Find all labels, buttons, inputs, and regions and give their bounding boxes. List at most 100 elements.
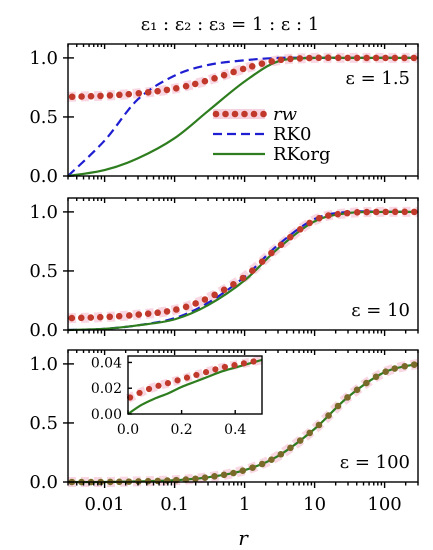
rw-dot bbox=[382, 208, 390, 216]
chart-panel-2: 0.0 0.5 1.0 ε = 10 bbox=[29, 197, 419, 341]
panel-label: ε = 10 bbox=[351, 300, 410, 321]
rw-dot bbox=[163, 308, 171, 315]
rw-dot bbox=[78, 93, 85, 100]
rw-dot bbox=[135, 89, 143, 97]
rw-dot bbox=[372, 54, 380, 62]
rw-dot bbox=[325, 212, 332, 219]
rw-dot bbox=[116, 91, 123, 99]
rw-dot bbox=[324, 54, 332, 62]
rw-dot bbox=[182, 303, 190, 311]
rw-dot bbox=[126, 312, 133, 319]
rw-dot bbox=[382, 54, 389, 62]
x-axis-label: r bbox=[238, 526, 249, 550]
rw-dot bbox=[144, 477, 152, 485]
rw-dot bbox=[325, 412, 332, 419]
y-tick-label: 0.0 bbox=[29, 472, 58, 493]
rw-dot bbox=[106, 92, 114, 99]
rw-dot bbox=[277, 241, 285, 249]
inset-rw-dot bbox=[221, 363, 228, 371]
rw-dot bbox=[163, 86, 171, 94]
inset-chart: 0.00 0.02 0.04 0.0 0.2 0.4 bbox=[91, 355, 263, 438]
rw-dot bbox=[296, 55, 304, 62]
rw-dot bbox=[97, 92, 104, 100]
rw-dot bbox=[182, 476, 190, 483]
rw-dot bbox=[211, 75, 218, 82]
rw-dot bbox=[315, 214, 323, 222]
y-tick-label: 1.0 bbox=[29, 202, 58, 223]
inset-y-tick-label: 0.02 bbox=[91, 381, 122, 397]
rw-dot bbox=[410, 208, 418, 216]
inset-rw-dot bbox=[136, 389, 143, 397]
rw-dot bbox=[201, 474, 209, 481]
rw-dot bbox=[334, 402, 342, 410]
rw-dot bbox=[391, 208, 399, 216]
rw-dot bbox=[401, 362, 409, 370]
inset-x-tick-label: 0.4 bbox=[224, 422, 246, 438]
plot-frame bbox=[67, 43, 419, 177]
x-tick-label: 0.1 bbox=[160, 494, 189, 515]
rw-dot bbox=[343, 209, 351, 217]
rw-dot-series bbox=[68, 208, 418, 322]
rw-dot bbox=[277, 56, 285, 64]
rw-dot bbox=[211, 473, 218, 480]
rw-dot bbox=[125, 90, 133, 98]
rw-dot bbox=[68, 93, 76, 101]
legend-label-rkorg: RKorg bbox=[273, 144, 330, 165]
rw-dot bbox=[154, 477, 162, 485]
inset-frame bbox=[127, 355, 263, 415]
rw-dot bbox=[353, 54, 361, 62]
rw-dot bbox=[410, 54, 418, 62]
rw-dot bbox=[248, 63, 256, 70]
rw-dot bbox=[249, 267, 256, 274]
rw-dot bbox=[182, 82, 190, 90]
rw-dot bbox=[258, 60, 266, 67]
series-line-rk0 bbox=[67, 56, 418, 177]
y-tick-label: 0.5 bbox=[29, 261, 58, 282]
rw-dot bbox=[258, 258, 266, 265]
x-tick-label: 10 bbox=[303, 494, 326, 515]
rw-dot bbox=[344, 54, 352, 62]
rw-dot bbox=[363, 54, 370, 62]
rw-dot bbox=[353, 209, 361, 216]
rw-dot bbox=[401, 54, 408, 62]
plot-frame bbox=[67, 349, 419, 483]
inset-rw-dot bbox=[174, 377, 181, 384]
inset-rw-dot bbox=[155, 382, 162, 389]
inset-rw-dot bbox=[212, 366, 219, 373]
rw-dot bbox=[372, 208, 380, 216]
rw-dot bbox=[192, 300, 199, 307]
rw-dot bbox=[268, 249, 275, 257]
rw-dot bbox=[201, 77, 209, 85]
rw-dot bbox=[306, 429, 314, 437]
panel-label: ε = 100 bbox=[340, 452, 410, 473]
rw-dot bbox=[334, 210, 342, 218]
plot-frame bbox=[67, 197, 419, 331]
rw-dot bbox=[306, 219, 313, 227]
rw-dot bbox=[239, 274, 247, 282]
rw-dot bbox=[287, 55, 294, 63]
y-tick-label: 1.0 bbox=[29, 354, 58, 375]
rw-dot bbox=[230, 68, 237, 76]
legend-swatch-rw-dot bbox=[222, 110, 229, 118]
legend-label-rk0: RK0 bbox=[273, 124, 311, 145]
rw-dot bbox=[96, 313, 104, 321]
rw-dot bbox=[87, 92, 95, 100]
rw-dot bbox=[344, 394, 351, 401]
rw-dot-series bbox=[68, 361, 418, 486]
rw-dot bbox=[239, 467, 247, 475]
legend-swatch-rw-dot bbox=[260, 110, 267, 118]
x-tick-label: 1 bbox=[239, 494, 250, 515]
rw-dot bbox=[258, 460, 266, 468]
panel-label: ε = 1.5 bbox=[346, 68, 410, 89]
rw-dot bbox=[172, 85, 180, 92]
rw-dot bbox=[268, 456, 275, 463]
rw-dot bbox=[353, 386, 361, 394]
rw-dot bbox=[211, 291, 218, 299]
inset-x-tick-label: 0.0 bbox=[117, 422, 139, 438]
rw-dot bbox=[401, 208, 409, 216]
y-tick-label: 0.0 bbox=[29, 320, 58, 341]
inset-x-tick-label: 0.2 bbox=[170, 422, 192, 438]
